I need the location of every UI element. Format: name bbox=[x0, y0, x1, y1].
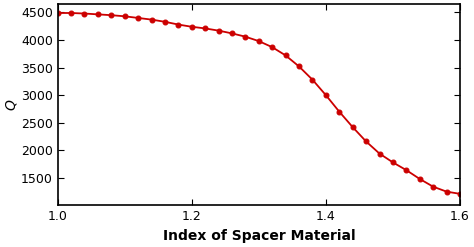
X-axis label: Index of Spacer Material: Index of Spacer Material bbox=[163, 229, 355, 243]
Y-axis label: Q: Q bbox=[4, 99, 18, 110]
